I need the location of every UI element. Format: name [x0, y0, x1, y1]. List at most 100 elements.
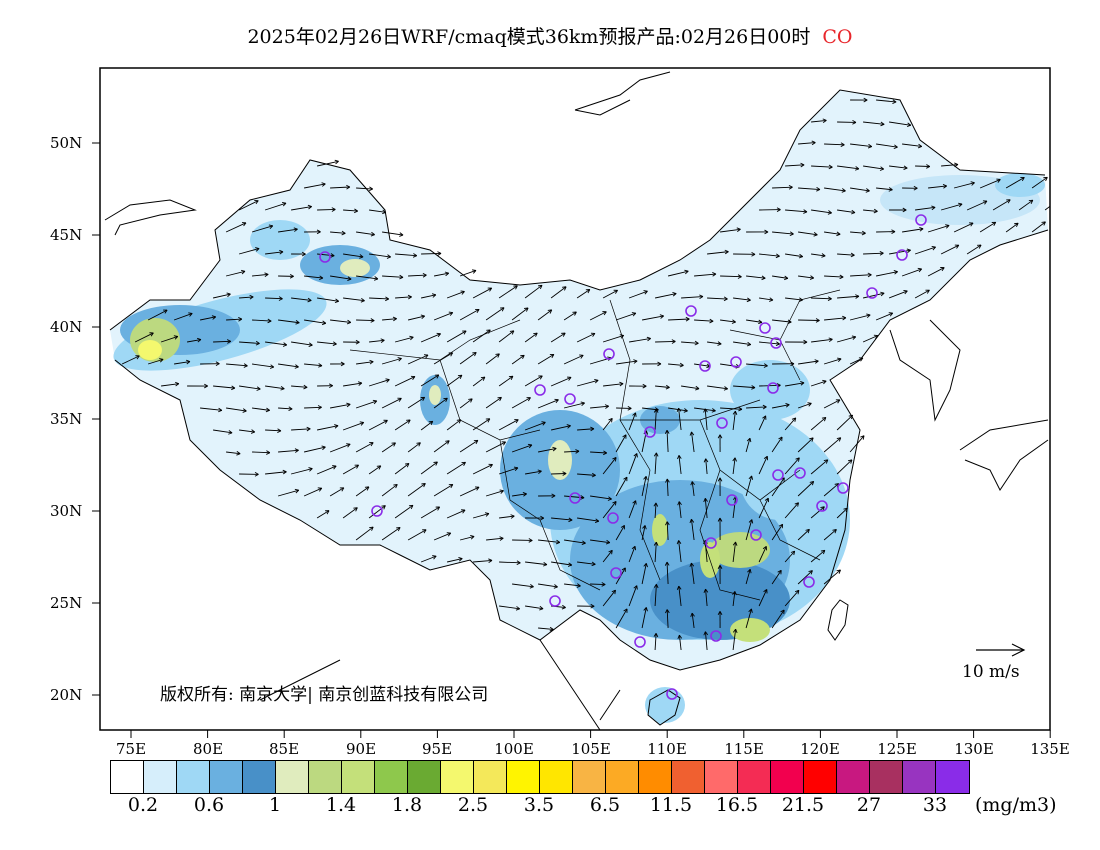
wind-arrow [381, 442, 396, 453]
wind-arrow [953, 181, 975, 189]
wind-arrow [291, 204, 312, 211]
wind-arrow [902, 143, 923, 149]
wind-arrow [1005, 176, 1025, 189]
wind-arrow [382, 231, 404, 237]
wind-arrow [459, 486, 480, 497]
wind-arrow [927, 267, 945, 277]
wind-arrow [720, 274, 742, 279]
wind-arrow [343, 381, 363, 387]
map-title: 2025年02月26日WRF/cmaq模式36km预报产品:02月26日00时 C… [0, 22, 1100, 49]
wind-arrow [589, 311, 607, 321]
wind-arrow [798, 231, 818, 237]
wind-arrow [914, 289, 930, 299]
wind-arrow [563, 401, 585, 409]
wind-arrow [694, 272, 717, 277]
wind-arrow [564, 449, 580, 454]
wind-arrow [759, 341, 780, 347]
wind-arrow [420, 293, 437, 299]
wind-arrow [876, 229, 896, 235]
wind-arrow [676, 407, 682, 431]
city-marker [794, 467, 806, 479]
lat-tick-label: 20N [50, 686, 83, 704]
wind-arrow [291, 341, 313, 347]
city-marker [603, 348, 615, 360]
wind-arrow [889, 207, 907, 213]
wind-arrow [690, 481, 695, 497]
lon-tick-label: 80E [192, 740, 224, 758]
city-marker [569, 492, 581, 504]
wind-arrow [677, 634, 683, 651]
wind-arrow [446, 557, 463, 563]
legend-swatch [804, 761, 837, 793]
wind-arrow [732, 541, 738, 563]
wind-arrow [850, 272, 872, 278]
wind-arrow [772, 231, 794, 237]
wind-arrow [823, 357, 842, 365]
wind-arrow [355, 399, 378, 409]
wind-arrow [407, 354, 429, 365]
wind-arrow [368, 378, 390, 387]
wind-arrow [850, 187, 870, 193]
wind-arrow [668, 362, 684, 368]
wind-arrow [291, 251, 306, 257]
wind-arrow [940, 244, 960, 255]
wind-arrow [850, 97, 868, 103]
city-marker [610, 567, 622, 579]
wind-arrow [689, 518, 695, 541]
city-marker [803, 576, 815, 588]
wind-arrow [733, 385, 756, 390]
wind-arrow [330, 319, 352, 325]
wind-arrow [252, 363, 275, 369]
wind-arrow [369, 253, 391, 259]
wind-arrow [758, 546, 768, 563]
wind-arrow [316, 510, 330, 519]
wind-arrow [394, 504, 414, 519]
wind-arrow [343, 297, 365, 303]
wind-arrow [420, 332, 441, 343]
wind-arrow [277, 488, 300, 497]
wind-arrow [772, 275, 789, 281]
wind-arrow [603, 381, 624, 387]
wind-arrow [629, 336, 651, 343]
wind-arrow [733, 341, 752, 347]
wind-arrow [862, 291, 885, 299]
wind-arrow [316, 465, 337, 475]
wind-arrow [550, 376, 572, 387]
wind-arrow [758, 497, 770, 519]
wind-arrow [676, 585, 682, 607]
wind-arrow [304, 275, 324, 281]
wind-arrow [524, 332, 538, 343]
wind-arrow [615, 525, 625, 541]
wind-arrow [745, 608, 753, 629]
wind-arrow [653, 452, 659, 475]
wind-arrow [278, 363, 299, 369]
wind-arrow [772, 361, 795, 367]
wind-arrow [200, 315, 217, 321]
wind-arrow [381, 357, 402, 365]
legend-swatch [870, 761, 903, 793]
wind-arrow [771, 569, 782, 585]
wind-arrow [499, 514, 515, 519]
wind-arrow [368, 505, 386, 519]
wind-arrow [356, 186, 373, 192]
wind-arrow [317, 424, 339, 431]
lat-tick-label: 50N [50, 134, 83, 152]
legend-label: 27 [856, 794, 882, 816]
wind-arrow [876, 99, 897, 104]
wind-arrow [811, 118, 827, 124]
legend-swatch [606, 761, 639, 793]
wind-arrow [615, 476, 628, 497]
legend-swatch [111, 761, 144, 793]
wind-arrow [394, 335, 414, 343]
wind-arrow [602, 457, 617, 475]
wind-arrow [160, 335, 179, 343]
legend-swatch [408, 761, 441, 793]
wind-arrow [616, 359, 638, 365]
legend-label: 1.8 [391, 794, 423, 816]
wind-arrow [745, 519, 754, 541]
wind-arrow [703, 498, 708, 519]
wind-arrow [771, 436, 783, 453]
wind-arrow [785, 381, 805, 387]
wind-arrow [836, 459, 853, 475]
wind-scale-label: 10 m/s [962, 662, 1020, 682]
